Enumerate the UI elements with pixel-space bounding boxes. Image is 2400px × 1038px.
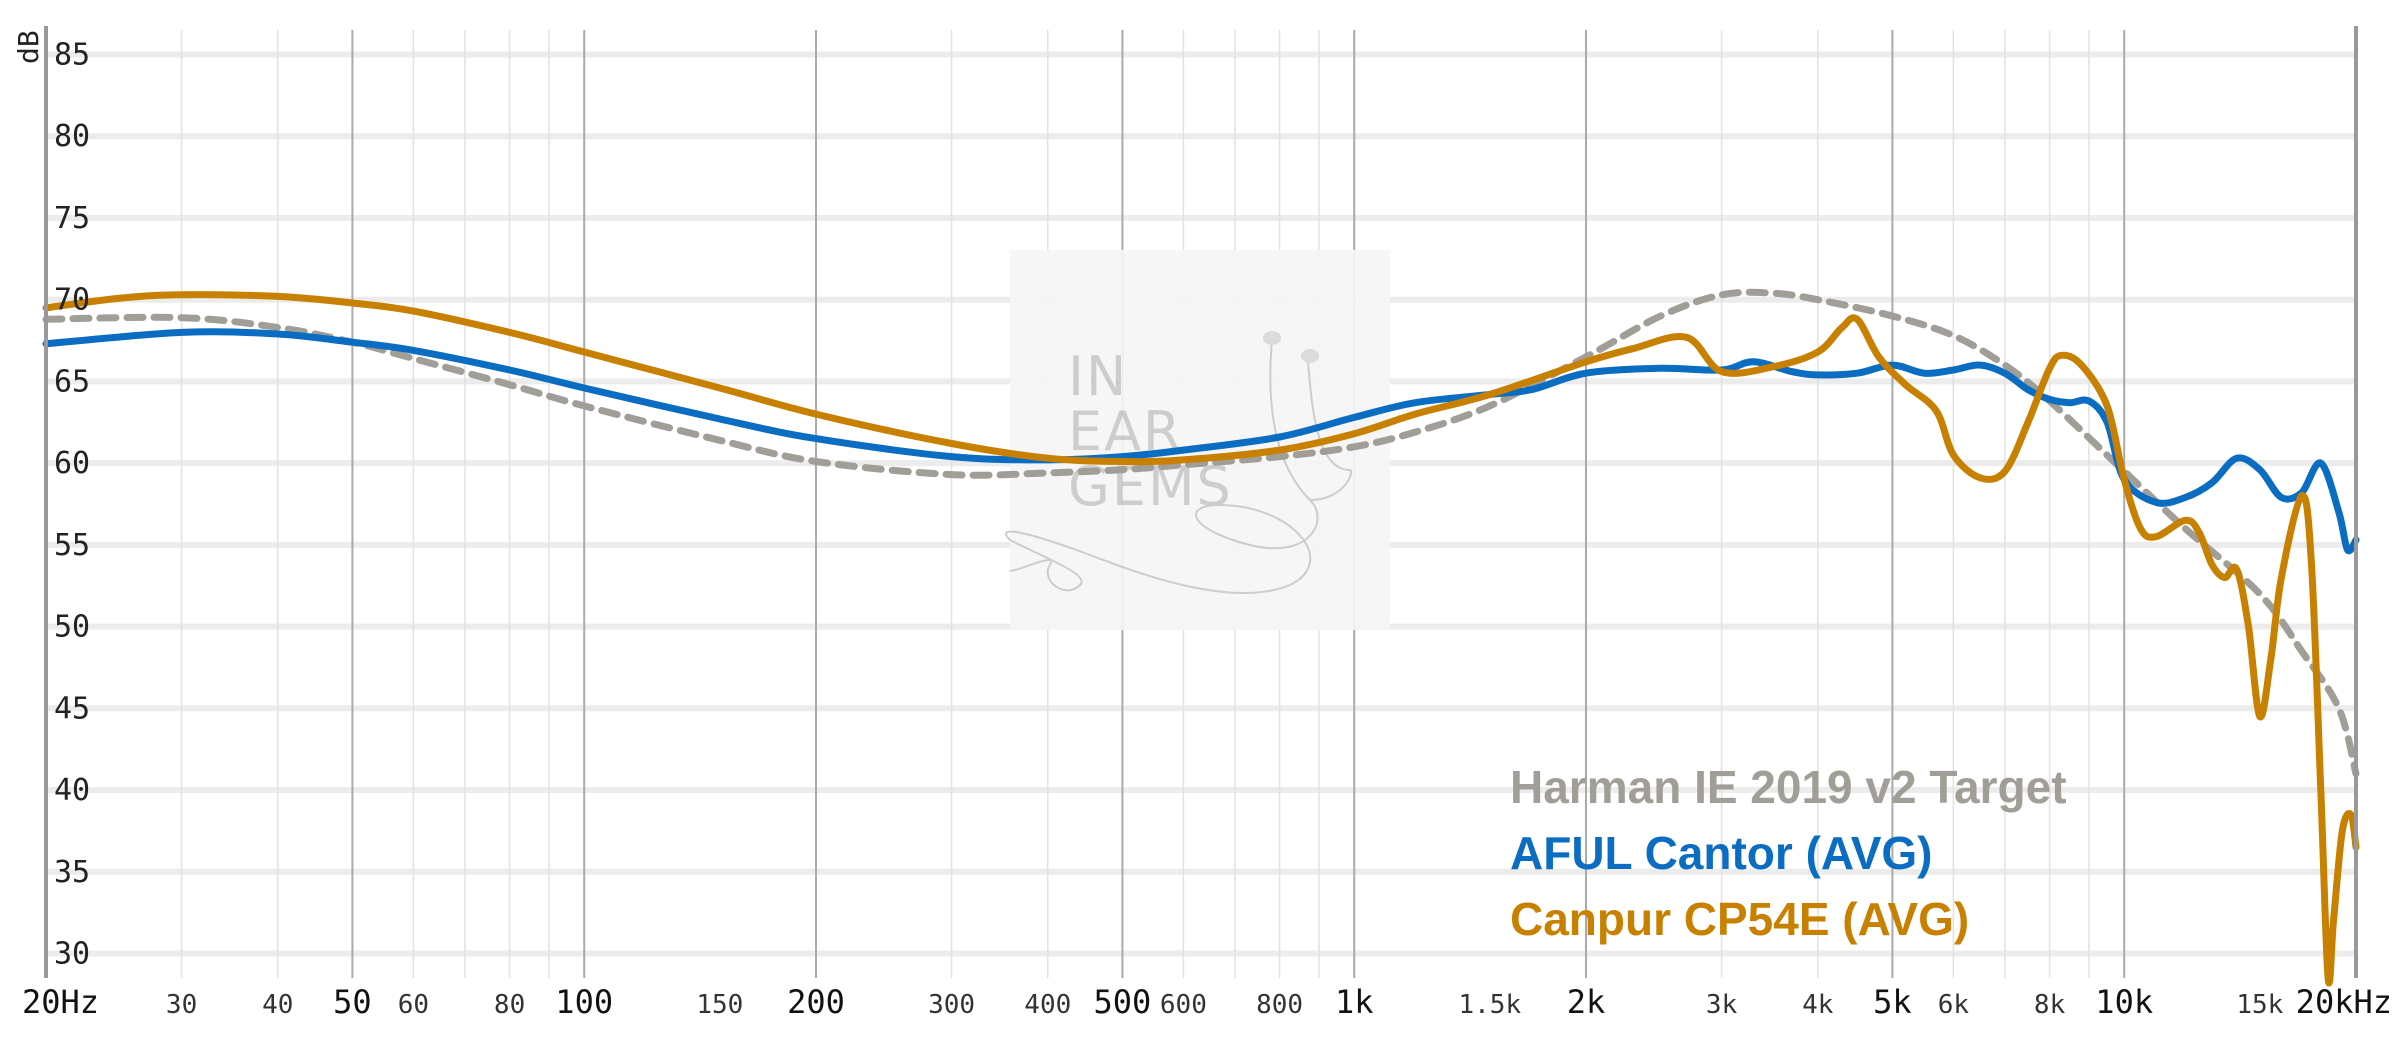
x-tick-label-1k: 1k bbox=[1335, 983, 1374, 1021]
watermark-earphone-cable-2 bbox=[1307, 359, 1353, 501]
y-tick-label-80: 80 bbox=[54, 119, 90, 154]
x-tick-label-40: 40 bbox=[262, 990, 293, 1020]
x-tick-label-6k: 6k bbox=[1938, 990, 1970, 1020]
x-tick-label-5k: 5k bbox=[1873, 983, 1912, 1021]
series-layer bbox=[42, 288, 2360, 987]
x-tick-label-500: 500 bbox=[1094, 983, 1152, 1021]
series-line-canpur-cp54e bbox=[42, 291, 2360, 987]
watermark-earphone-cable bbox=[1005, 339, 1319, 594]
x-tick-label-10k: 10k bbox=[2095, 983, 2153, 1021]
x-tick-label-60: 60 bbox=[398, 990, 429, 1020]
y-tick-label-75: 75 bbox=[54, 201, 90, 236]
x-tick-label-2k: 2k bbox=[1567, 983, 1606, 1021]
x-tick-label-15k: 15k bbox=[2236, 990, 2283, 1020]
x-tick-label-20Hz: 20Hz bbox=[22, 983, 99, 1021]
chart-legend: Harman IE 2019 v2 Target AFUL Cantor (AV… bbox=[1510, 761, 2067, 945]
y-tick-label-85: 85 bbox=[54, 38, 90, 73]
x-tick-label-20kHz: 20kHz bbox=[2296, 983, 2392, 1021]
x-tick-label-300: 300 bbox=[928, 990, 975, 1020]
y-tick-label-50: 50 bbox=[54, 610, 90, 645]
x-tick-label-600: 600 bbox=[1160, 990, 1207, 1020]
x-tick-label-1.5k: 1.5k bbox=[1458, 990, 1521, 1020]
y-tick-label-40: 40 bbox=[54, 773, 90, 808]
x-tick-labels: 20Hz 30 40 50 60 80 100 150 200 300 400 500 600 800 1k… bbox=[22, 983, 2392, 1021]
x-tick-label-4k: 4k bbox=[1802, 990, 1834, 1020]
y-axis-unit-label: dB bbox=[12, 30, 45, 64]
x-tick-label-8k: 8k bbox=[2034, 990, 2066, 1020]
watermark-earbud-right bbox=[1301, 349, 1319, 363]
x-tick-label-100: 100 bbox=[555, 983, 613, 1021]
y-tick-label-65: 65 bbox=[54, 364, 90, 399]
y-tick-label-70: 70 bbox=[54, 283, 90, 318]
y-tick-label-55: 55 bbox=[54, 528, 90, 563]
x-tick-label-50: 50 bbox=[333, 983, 372, 1021]
y-tick-label-60: 60 bbox=[54, 446, 90, 481]
x-tick-label-800: 800 bbox=[1256, 990, 1303, 1020]
y-tick-label-45: 45 bbox=[54, 691, 90, 726]
x-tick-label-30: 30 bbox=[166, 990, 197, 1020]
x-tick-label-150: 150 bbox=[696, 990, 743, 1020]
watermark-text-line-1: IN bbox=[1068, 345, 1128, 408]
x-tick-label-400: 400 bbox=[1024, 990, 1071, 1020]
axes bbox=[44, 26, 2358, 978]
x-tick-label-3k: 3k bbox=[1706, 990, 1738, 1020]
legend-item-harman-target: Harman IE 2019 v2 Target bbox=[1510, 761, 2067, 813]
y-tick-label-30: 30 bbox=[54, 936, 90, 971]
y-tick-label-35: 35 bbox=[54, 855, 90, 890]
y-tick-labels: 30 35 40 45 50 55 60 65 70 75 80 85 bbox=[54, 38, 90, 972]
x-tick-label-200: 200 bbox=[787, 983, 845, 1021]
watermark-earbud-left bbox=[1263, 331, 1281, 345]
x-tick-label-80: 80 bbox=[494, 990, 525, 1020]
legend-item-canpur-cp54e: Canpur CP54E (AVG) bbox=[1510, 893, 1969, 945]
legend-item-aful-cantor: AFUL Cantor (AVG) bbox=[1510, 827, 1933, 879]
